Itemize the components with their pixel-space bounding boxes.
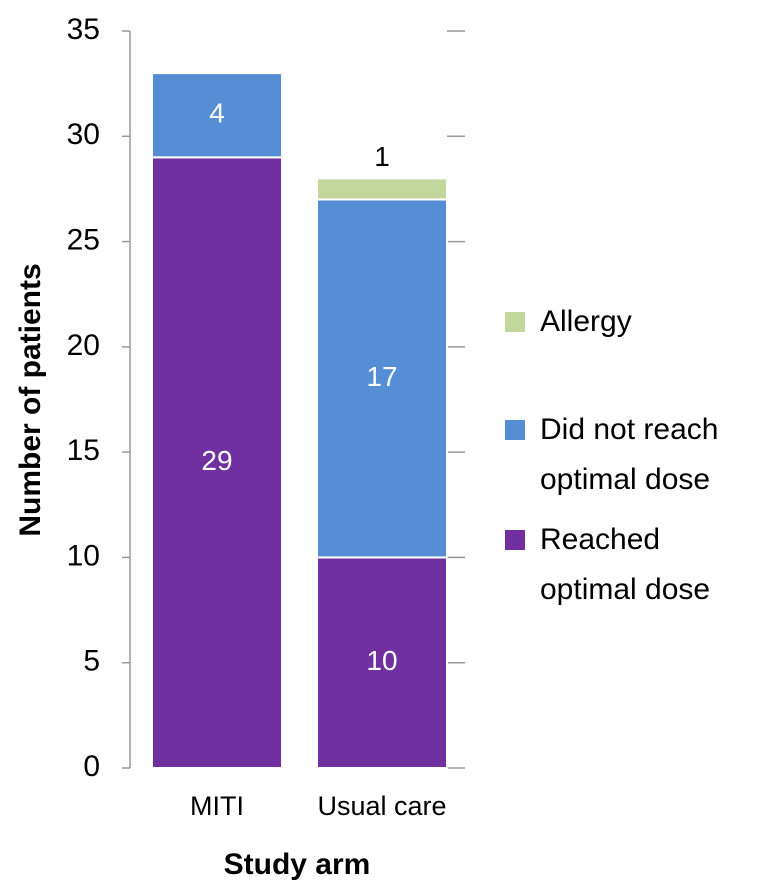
legend-swatch <box>505 420 525 440</box>
y-tick-label: 10 <box>67 539 100 572</box>
y-tick-label: 5 <box>83 645 100 678</box>
x-tick-label: MITI <box>190 791 244 821</box>
y-axis-title: Number of patients <box>14 263 47 536</box>
data-label: 29 <box>201 445 232 476</box>
bar-segment <box>316 198 448 559</box>
y-tick-label: 20 <box>67 329 100 362</box>
bar-segment <box>151 156 283 770</box>
y-tick-label: 15 <box>67 434 100 467</box>
data-label: 1 <box>374 141 390 172</box>
bar-segment <box>316 556 448 770</box>
data-label: 10 <box>366 645 397 676</box>
legend-swatch <box>505 312 525 332</box>
legend-label: Allergy <box>540 305 632 338</box>
bar-segment <box>316 177 448 201</box>
data-label: 4 <box>209 98 225 129</box>
legend-swatch <box>505 530 525 550</box>
legend-label: Reached optimal dose <box>540 523 711 606</box>
y-tick-label: 0 <box>83 750 100 783</box>
y-tick-label: 25 <box>67 223 100 256</box>
x-axis-title: Study arm <box>224 848 371 881</box>
legend-label: Did not reach optimal dose <box>540 413 719 496</box>
data-label: 17 <box>366 361 397 392</box>
x-tick-label: Usual care <box>317 791 446 821</box>
y-tick-label: 35 <box>67 13 100 46</box>
y-tick-label: 30 <box>67 118 100 151</box>
bar-segment <box>151 72 283 159</box>
